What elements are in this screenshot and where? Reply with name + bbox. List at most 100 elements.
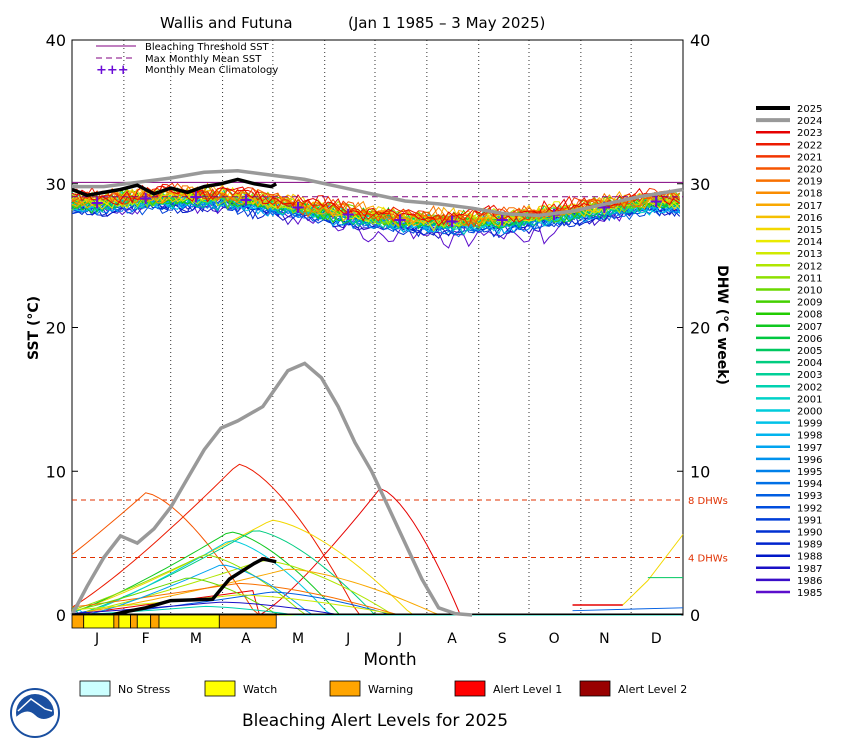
year-legend-label-2009: 2009: [797, 298, 822, 309]
alert-legend-label-3: Warning: [368, 683, 413, 696]
x-tick-label-4: A: [241, 631, 251, 647]
chart-date-range: (Jan 1 1985 – 3 May 2025): [348, 14, 545, 32]
x-tick-label-12: D: [651, 631, 662, 647]
year-legend-label-1992: 1992: [797, 503, 822, 514]
dhw-reference-label-8: 8 DHWs: [688, 496, 728, 507]
dhw-line-2016: [71, 463, 682, 616]
year-legend-label-2018: 2018: [797, 189, 822, 200]
year-legend-label-1991: 1991: [797, 515, 822, 526]
sst-line-2021: [71, 182, 680, 228]
year-legend-label-2000: 2000: [797, 407, 822, 418]
year-legend-label-1995: 1995: [797, 467, 822, 478]
alert-legend-swatch-3: [329, 680, 361, 697]
alert-legend-swatch-5: [579, 680, 611, 697]
year-legend-label-2016: 2016: [797, 213, 822, 224]
year-legend-label-2004: 2004: [797, 358, 822, 369]
alert-bar-segment-5: [130, 614, 138, 629]
year-legend-label-2007: 2007: [797, 322, 822, 333]
alert-level-legend: No Stress Watch Warning Alert Level 1 Alert …: [79, 680, 687, 697]
x-tick-label-11: N: [599, 631, 609, 647]
year-legend-label-1999: 1999: [797, 419, 822, 430]
x-tick-label-7: J: [397, 631, 402, 647]
x-tick-label-1: J: [94, 631, 99, 647]
year-legend-label-2001: 2001: [797, 394, 822, 405]
dhw-line-1993-late: [572, 607, 684, 612]
year-legend-label-1987: 1987: [797, 564, 822, 575]
climatology-marker-7: +: [393, 210, 408, 231]
dhw-line-2015-late: [580, 534, 684, 606]
year-legend-label-2005: 2005: [797, 346, 822, 357]
year-legend-label-2010: 2010: [797, 286, 822, 297]
footer-title: Bleaching Alert Levels for 2025: [242, 711, 508, 731]
y-tick-label-left-10: 10: [46, 462, 66, 481]
alert-legend-swatch-1: [79, 680, 111, 697]
dhw-reference-label-4: 4 DHWs: [688, 554, 728, 565]
year-legend-label-1997: 1997: [797, 443, 822, 454]
year-legend-label-1988: 1988: [797, 552, 822, 563]
y-tick-label-left-0: 0: [56, 606, 66, 625]
year-legend-label-2014: 2014: [797, 237, 822, 248]
year-legend-label-2025: 2025: [797, 104, 822, 115]
alert-legend-swatch-2: [204, 680, 236, 697]
plot-frame: [71, 39, 684, 616]
legend-climatology-label: Monthly Mean Climatology: [145, 65, 278, 76]
alert-legend-swatch-4: [454, 680, 486, 697]
year-legend-label-2023: 2023: [797, 128, 822, 139]
year-legend-label-2006: 2006: [797, 334, 822, 345]
climatology-marker-4: +: [239, 190, 254, 211]
y-tick-label-right-40: 40: [690, 31, 710, 50]
year-legend-label-2020: 2020: [797, 165, 822, 176]
x-tick-label-2: F: [142, 631, 150, 647]
sst-line-2024: [72, 169, 684, 218]
y-tick-label-right-0: 0: [690, 606, 700, 625]
year-legend-label-1996: 1996: [797, 455, 822, 466]
legend-threshold-label: Bleaching Threshold SST: [145, 42, 270, 53]
legend-climatology-swatch: +++: [96, 63, 129, 78]
noaa-logo-icon: [10, 688, 60, 738]
year-legend-label-1993: 1993: [797, 491, 822, 502]
y-tick-label-left-20: 20: [46, 319, 66, 338]
y-tick-label-right-30: 30: [690, 175, 710, 194]
climatology-marker-8: +: [444, 211, 459, 232]
year-legend-label-2022: 2022: [797, 140, 822, 151]
year-legend-label-1989: 1989: [797, 540, 822, 551]
alert-bar-segment-3: [113, 614, 120, 629]
x-tick-label-3: M: [190, 631, 202, 647]
x-tick-label-10: O: [549, 631, 560, 647]
alert-bar-segment-1: [71, 614, 85, 629]
y-tick-label-left-40: 40: [46, 31, 66, 50]
year-legend-label-2017: 2017: [797, 201, 822, 212]
y-axis-label-right: DHW (°C week): [714, 265, 730, 385]
x-tick-label-6: J: [345, 631, 350, 647]
year-legend-label-1985: 1985: [797, 588, 822, 599]
x-axis-label: Month: [363, 650, 416, 670]
alert-bar-segment-9: [218, 614, 277, 629]
year-legend-label-2002: 2002: [797, 382, 822, 393]
year-legend-label-2013: 2013: [797, 249, 822, 260]
sst-line-2023: [71, 184, 680, 227]
year-legend-label-2012: 2012: [797, 261, 822, 272]
x-tick-label-8: A: [447, 631, 457, 647]
climatology-marker-5: +: [290, 197, 305, 218]
year-legend-label-1994: 1994: [797, 479, 822, 490]
legend-mmm-label: Max Monthly Mean SST: [145, 54, 262, 65]
chart-legend: Bleaching Threshold SST Max Monthly Mean…: [96, 42, 278, 78]
alert-bar-segment-6: [136, 614, 152, 629]
y-tick-label-right-10: 10: [690, 462, 710, 481]
alert-bar-segment-4: [118, 614, 131, 629]
y-tick-label-left-30: 30: [46, 175, 66, 194]
year-legend-label-1986: 1986: [797, 576, 822, 587]
chart-title: Wallis and Futuna: [160, 14, 293, 32]
x-tick-label-9: S: [498, 631, 507, 647]
climatology-marker-11: +: [597, 197, 612, 218]
year-legend-label-2021: 2021: [797, 152, 822, 163]
dhw-line-2020: [71, 492, 682, 616]
sst-line-2025: [71, 177, 278, 198]
alert-legend-label-4: Alert Level 1: [493, 683, 562, 696]
year-legend-label-2008: 2008: [797, 310, 822, 321]
plot-data-layer: 0 0 10 10 20 20 30 30 40 40 J F M A M J J A S O N D 8 DHWs 4 DH…: [46, 31, 728, 647]
y-tick-label-right-20: 20: [690, 319, 710, 338]
alert-bar-segment-2: [83, 614, 115, 629]
